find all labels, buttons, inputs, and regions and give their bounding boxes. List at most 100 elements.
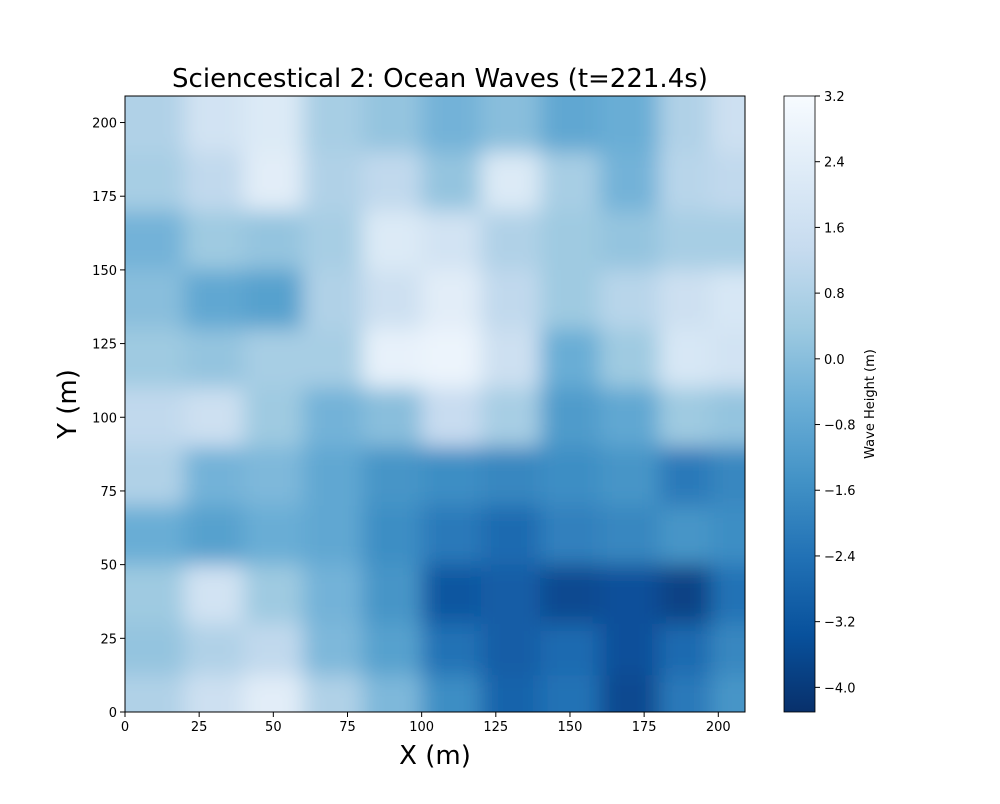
y-tick-label: 175 bbox=[92, 190, 117, 205]
heatmap-cell bbox=[362, 96, 423, 153]
heatmap-cell bbox=[540, 152, 601, 212]
heatmap-cell bbox=[540, 96, 601, 153]
y-tick-label: 0 bbox=[109, 706, 117, 721]
colorbar-tick-label: 0.0 bbox=[824, 353, 845, 368]
heatmap-cell bbox=[184, 446, 245, 507]
heatmap-cell bbox=[658, 328, 712, 389]
y-axis-label: Y (m) bbox=[53, 369, 83, 440]
heatmap-cell bbox=[302, 387, 363, 448]
heatmap-cell bbox=[184, 564, 245, 625]
heatmap-cell bbox=[710, 675, 745, 712]
x-tick-label: 0 bbox=[121, 720, 129, 735]
heatmap-cell bbox=[243, 210, 304, 271]
heatmap-cell bbox=[421, 387, 482, 448]
heatmap-cell bbox=[710, 564, 745, 625]
heatmap-cell bbox=[599, 564, 660, 625]
heatmap-cell bbox=[125, 564, 185, 625]
heatmap-cell bbox=[302, 152, 363, 212]
heatmap-cell bbox=[125, 328, 185, 389]
heatmap-cell bbox=[125, 505, 185, 566]
x-tick-label: 50 bbox=[265, 720, 282, 735]
colorbar-tick-label: 3.2 bbox=[824, 90, 845, 105]
heatmap-cell bbox=[243, 328, 304, 389]
heatmap-cell bbox=[480, 675, 541, 712]
x-tick-label: 175 bbox=[632, 720, 657, 735]
heatmap-cell bbox=[480, 505, 541, 566]
colorbar-tick-label: −3.2 bbox=[824, 616, 856, 631]
heatmap-cell bbox=[540, 328, 601, 389]
heatmap-cell bbox=[362, 623, 423, 676]
heatmap-cell bbox=[184, 328, 245, 389]
heatmap-cell bbox=[710, 96, 745, 153]
heatmap-cell bbox=[599, 269, 660, 330]
heatmap-cell bbox=[480, 328, 541, 389]
heatmap-cell bbox=[480, 210, 541, 271]
heatmap-cell bbox=[184, 623, 245, 676]
heatmap-cell bbox=[243, 623, 304, 676]
heatmap-cell bbox=[243, 675, 304, 712]
heatmap-cell bbox=[302, 269, 363, 330]
heatmap-cell bbox=[710, 152, 745, 212]
colorbar-tick-label: −2.4 bbox=[824, 550, 856, 565]
x-tick-label: 200 bbox=[706, 720, 731, 735]
y-tick-label: 125 bbox=[92, 338, 117, 353]
heatmap-cell bbox=[599, 505, 660, 566]
heatmap-cell bbox=[599, 623, 660, 676]
heatmap-cell bbox=[243, 505, 304, 566]
heatmap-cell bbox=[362, 675, 423, 712]
heatmap-cell bbox=[540, 387, 601, 448]
x-tick-label: 125 bbox=[483, 720, 508, 735]
heatmap-cell bbox=[184, 152, 245, 212]
heatmap-cell bbox=[243, 152, 304, 212]
heatmap-cell bbox=[658, 675, 712, 712]
heatmap-cell bbox=[125, 269, 185, 330]
heatmap-cell bbox=[421, 564, 482, 625]
heatmap-cell bbox=[125, 446, 185, 507]
heatmap-cell bbox=[362, 387, 423, 448]
heatmap-cell bbox=[184, 96, 245, 153]
y-tick-label: 150 bbox=[92, 264, 117, 279]
heatmap-cell bbox=[243, 446, 304, 507]
heatmap-cell bbox=[302, 328, 363, 389]
colorbar bbox=[783, 95, 816, 713]
heatmap-cell bbox=[362, 564, 423, 625]
heatmap-cell bbox=[362, 152, 423, 212]
heatmap-cell bbox=[658, 96, 712, 153]
y-axis: 0 25 50 75 100 125 150 175 200 bbox=[92, 117, 125, 721]
heatmap-cell bbox=[480, 623, 541, 676]
heatmap-cell bbox=[599, 675, 660, 712]
heatmap-cell bbox=[540, 505, 601, 566]
colorbar-tick-label: −1.6 bbox=[824, 484, 856, 499]
heatmap-cell bbox=[302, 675, 363, 712]
heatmap-cell bbox=[421, 96, 482, 153]
colorbar-tick-label: −0.8 bbox=[824, 419, 856, 434]
heatmap-cell bbox=[599, 96, 660, 153]
heatmap-cell bbox=[362, 446, 423, 507]
heatmap-cell bbox=[184, 387, 245, 448]
heatmap-cell bbox=[599, 387, 660, 448]
colorbar-tick-label: −4.0 bbox=[824, 681, 856, 696]
heatmap-cell bbox=[658, 623, 712, 676]
heatmap-cell bbox=[658, 269, 712, 330]
heatmap-cell bbox=[540, 269, 601, 330]
heatmap-cell bbox=[480, 564, 541, 625]
heatmap-cell bbox=[421, 328, 482, 389]
heatmap-cell bbox=[540, 623, 601, 676]
heatmap-cell bbox=[302, 564, 363, 625]
heatmap-cell bbox=[658, 152, 712, 212]
heatmap-cell bbox=[421, 623, 482, 676]
heatmap-cell bbox=[599, 328, 660, 389]
heatmap-cell bbox=[658, 387, 712, 448]
heatmap-cell bbox=[302, 96, 363, 153]
colorbar-tick-label: 1.6 bbox=[824, 221, 845, 236]
plot-frame bbox=[124, 95, 746, 713]
heatmap-cell bbox=[421, 505, 482, 566]
x-tick-label: 75 bbox=[339, 720, 356, 735]
heatmap-cell bbox=[710, 387, 745, 448]
heatmap-cell bbox=[480, 269, 541, 330]
colorbar-label: Wave Height (m) bbox=[863, 349, 878, 459]
heatmap-cell bbox=[540, 210, 601, 271]
y-tick-label: 25 bbox=[100, 632, 117, 647]
